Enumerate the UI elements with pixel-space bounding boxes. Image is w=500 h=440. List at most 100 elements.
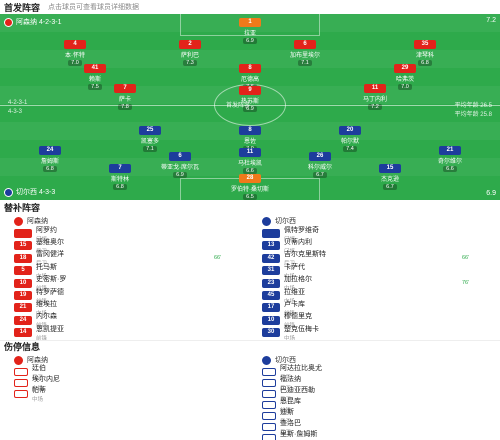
- bench-player-row[interactable]: 23 加拉格尔 中场 76': [262, 276, 469, 292]
- injured-player-info: 帕蒂 中场: [32, 385, 46, 403]
- bench-title: 替补阵容: [4, 203, 41, 213]
- pitch-player-away[interactable]: 26 科尔威尔 6.7: [290, 152, 350, 178]
- bench-player-row[interactable]: 31 卡萨代 中场: [262, 264, 305, 280]
- injured-player-row[interactable]: 阿达拉比奥尤 后卫: [262, 365, 322, 381]
- bench-player-row[interactable]: 15 基维奥尔 后卫: [14, 239, 64, 255]
- player-number-badge: 23: [262, 278, 280, 288]
- player-name: 福法纳: [280, 375, 301, 383]
- player-number-badge: 30: [262, 328, 280, 338]
- bench-player-row[interactable]: 佩特罗维奇 门将: [262, 226, 319, 243]
- bench-player-info: 托马斯 中场: [36, 262, 57, 280]
- injury-away-header: 切尔西: [262, 355, 296, 365]
- player-kit-number: 15: [379, 164, 401, 173]
- pitch-player-home[interactable]: 1 拉亚 6.9: [220, 18, 280, 44]
- player-rating: 6.7: [383, 184, 397, 190]
- pitch-player-home[interactable]: 9 热苏斯 6.9: [220, 86, 280, 112]
- home-team-tag[interactable]: 阿森纳 4-2-3-1: [4, 17, 62, 27]
- player-kit-number: 35: [414, 40, 436, 49]
- bench-player-row[interactable]: 10 穆德里克 前锋: [262, 313, 312, 329]
- pitch-player-home[interactable]: 2 萨利巴 7.3: [160, 40, 220, 66]
- player-name: 凯塞多: [140, 139, 159, 145]
- pitch-player-away[interactable]: 6 蒂亚戈·席尔瓦 6.9: [150, 152, 210, 178]
- injured-player-row[interactable]: 福法纳 后卫: [262, 375, 301, 392]
- player-kit-number: 7: [109, 164, 131, 173]
- player-name: 迪斯: [280, 408, 294, 416]
- player-number-badge: 5: [14, 266, 32, 276]
- page-subtitle: 点击球员可查看球员详细数据: [48, 4, 140, 11]
- bench-player-row[interactable]: 30 楚克伍梅卡 中场: [262, 326, 319, 342]
- player-name: 佩特罗维奇: [284, 226, 319, 234]
- pitch-player-home[interactable]: 11 马丁内利 7.2: [345, 84, 405, 110]
- player-name: 穆德里克: [284, 313, 312, 321]
- player-name: 厄德高: [240, 77, 259, 83]
- pitch-player-home[interactable]: 7 萨卡 7.8: [95, 84, 155, 110]
- player-rating: 7.1: [298, 60, 312, 66]
- player-name: 恩佐: [243, 139, 256, 145]
- pitch-player-home[interactable]: 41 赖斯 7.5: [65, 64, 125, 90]
- injured-player-row[interactable]: 查洛巴 后卫: [262, 420, 301, 436]
- away-age-info: 平均年龄 25.8: [454, 112, 492, 118]
- injured-player-row[interactable]: 巴迪亚西勒 后卫: [262, 386, 315, 403]
- pitch-player-away[interactable]: 11 马杜埃凯 6.6: [220, 148, 280, 174]
- bench-player-row[interactable]: 13 贝蒂内利 门将: [262, 239, 312, 255]
- player-kit-number: 6: [169, 152, 191, 161]
- player-position: 中场: [284, 335, 296, 342]
- bench-player-row[interactable]: 45 拉维亚 中场: [262, 288, 305, 305]
- pitch-stripe: [0, 50, 500, 68]
- injured-player-row[interactable]: 里斯·詹姆斯后卫: [262, 431, 317, 440]
- pitch-player-away[interactable]: 21 奇尔维尔 6.6: [420, 146, 480, 172]
- injured-player-row[interactable]: 埃尔内尼 中场: [14, 376, 60, 392]
- bench-player-row[interactable]: 5 托马斯 中场: [14, 262, 57, 280]
- bench-section: 替补阵容: [0, 202, 500, 214]
- player-kit-number: 6: [294, 40, 316, 49]
- player-rating: 7.8: [118, 104, 132, 110]
- player-kit-number: 7: [114, 84, 136, 93]
- bench-player-row[interactable]: 18 富冈健洋 后卫 66': [14, 251, 221, 267]
- player-name: 科尔威尔: [307, 165, 332, 171]
- player-name: 特罗萨德: [36, 288, 64, 296]
- pitch-player-home[interactable]: 4 本·怀特 7.0: [45, 40, 105, 66]
- injured-player-row[interactable]: 廷伯 后卫: [14, 365, 46, 381]
- player-rating: 6.7: [313, 172, 327, 178]
- pitch-player-home[interactable]: 35 津琴科 6.8: [395, 40, 455, 66]
- player-name: 拉维亚: [284, 288, 305, 296]
- player-rating: 6.8: [418, 60, 432, 66]
- home-crest-icon: [4, 17, 13, 27]
- injured-player-row[interactable]: 帕蒂 中场: [14, 385, 46, 403]
- player-name: 巴迪亚西勒: [280, 386, 315, 394]
- player-name: 托马斯: [36, 263, 57, 271]
- bench-player-row[interactable]: 17 卢卡库 前锋: [262, 301, 305, 317]
- player-position: 后卫: [280, 396, 292, 403]
- pitch-player-away[interactable]: 7 斯特林 6.8: [90, 164, 150, 190]
- player-position: 门将: [284, 236, 296, 243]
- player-name: 斯特林: [110, 177, 129, 183]
- pitch-player-away[interactable]: 20 帕尔默 7.4: [320, 126, 380, 152]
- bench-player-row[interactable]: 14 恩凯提亚 前锋: [14, 326, 64, 342]
- player-number-badge: 45: [262, 291, 280, 300]
- player-position: 中场: [284, 273, 296, 280]
- injured-player-info: 迪斯 后卫: [280, 407, 294, 425]
- bench-player-row[interactable]: 21 维埃拉 中场: [14, 301, 57, 317]
- injured-player-row[interactable]: 恩昆库 前锋: [262, 398, 301, 414]
- player-number-badge: 24: [14, 315, 32, 325]
- player-number-badge: 14: [14, 328, 32, 338]
- player-number-badge: 10: [262, 315, 280, 325]
- pitch-player-home[interactable]: 29 哈弗茨 7.0: [375, 64, 435, 90]
- bench-player-row[interactable]: 19 特罗萨德 前锋: [14, 288, 64, 305]
- pitch-player-away[interactable]: 24 詹姆斯 6.8: [20, 146, 80, 172]
- bench-player-row[interactable]: 阿罗约 门将: [14, 227, 57, 243]
- player-name: 富冈健洋: [36, 251, 64, 259]
- bench-player-row[interactable]: 42 吉尔克里斯特 后卫 66': [262, 251, 469, 267]
- injured-player-row[interactable]: 迪斯 后卫: [262, 407, 294, 425]
- pitch-player-away[interactable]: 25 凯塞多 7.1: [120, 126, 180, 152]
- pitch-player-home[interactable]: 6 加布里埃尔 7.1: [275, 40, 335, 66]
- sub-in-time: 66': [462, 255, 470, 262]
- bench-player-row[interactable]: 10 史密斯·罗 前锋: [14, 276, 66, 292]
- pitch-player-away[interactable]: 15 杰克逊 6.7: [360, 164, 420, 190]
- away-team-tag[interactable]: 切尔西 4-3-3: [4, 187, 55, 197]
- player-position: 门将: [36, 236, 48, 243]
- player-name: 本·怀特: [65, 53, 85, 59]
- bench-player-row[interactable]: 24 内尔森 前锋: [14, 313, 57, 329]
- player-position: 中场: [36, 310, 48, 317]
- pitch-player-away[interactable]: 28 罗伯特·桑切斯 6.5: [220, 174, 280, 200]
